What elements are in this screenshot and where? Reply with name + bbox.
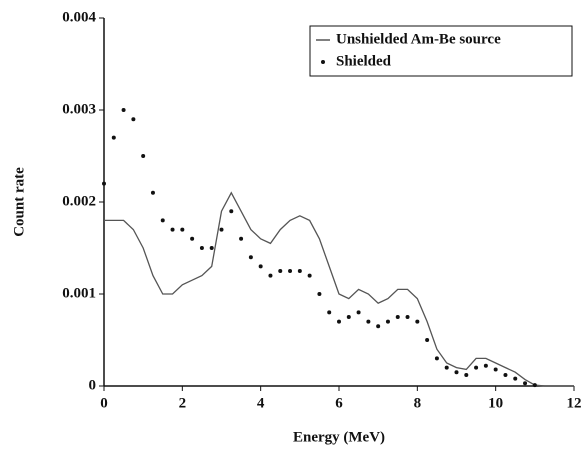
series-point xyxy=(523,381,528,386)
series-point xyxy=(239,236,244,241)
series-point xyxy=(297,269,302,273)
series-point xyxy=(278,269,283,273)
series-point xyxy=(503,372,508,377)
x-tick-label: 2 xyxy=(179,395,187,411)
series-point xyxy=(160,218,165,223)
y-tick-label: 0.004 xyxy=(62,9,96,25)
legend-swatch xyxy=(321,60,325,64)
series-point xyxy=(229,209,234,214)
y-tick-label: 0 xyxy=(89,377,97,393)
series-point xyxy=(288,269,293,273)
series-point xyxy=(385,319,390,324)
x-tick-label: 12 xyxy=(567,395,582,411)
series-point xyxy=(317,292,322,296)
series-point xyxy=(376,324,381,329)
series-point xyxy=(346,315,351,319)
series-point xyxy=(258,264,263,269)
x-tick-label: 8 xyxy=(414,395,422,411)
x-tick-label: 6 xyxy=(335,395,343,411)
series-point xyxy=(248,255,253,260)
x-axis-label: Energy (MeV) xyxy=(293,429,385,445)
series-point xyxy=(337,319,341,324)
y-tick-label: 0.001 xyxy=(62,285,96,301)
series-point xyxy=(366,319,371,324)
series-point xyxy=(219,227,224,232)
series-point xyxy=(307,273,312,278)
series-point xyxy=(454,370,459,375)
series-point xyxy=(121,108,126,112)
series-point xyxy=(415,319,420,324)
series-point xyxy=(356,310,361,315)
series-point xyxy=(532,383,537,388)
x-tick-label: 10 xyxy=(488,395,503,411)
legend-label: Shielded xyxy=(336,53,392,69)
y-tick-label: 0.003 xyxy=(62,101,96,117)
series-point xyxy=(180,227,185,232)
series-point xyxy=(327,310,332,315)
series-point xyxy=(170,227,175,232)
series-point xyxy=(395,315,400,319)
legend-label: Unshielded Am-Be source xyxy=(336,31,501,47)
series-point xyxy=(150,190,155,195)
x-tick-label: 0 xyxy=(100,395,108,411)
series-point xyxy=(444,365,449,370)
series-point xyxy=(513,376,518,381)
y-tick-label: 0.002 xyxy=(62,193,96,209)
series-point xyxy=(131,117,136,122)
series-point xyxy=(483,363,488,368)
x-tick-label: 4 xyxy=(257,395,265,411)
y-axis-label: Count rate xyxy=(11,167,27,237)
series-point xyxy=(434,356,439,361)
series-point xyxy=(199,246,204,250)
series-point xyxy=(474,365,479,370)
legend-box xyxy=(309,25,573,77)
series-point xyxy=(209,246,214,250)
series-point xyxy=(102,181,106,186)
series-point xyxy=(190,236,195,241)
series-point xyxy=(425,338,430,342)
series-point xyxy=(493,367,498,372)
series-line xyxy=(104,191,574,387)
series-point xyxy=(268,273,273,278)
series-point xyxy=(141,154,146,158)
series-point xyxy=(464,372,469,377)
series-point xyxy=(405,315,410,319)
series-point xyxy=(111,135,116,140)
